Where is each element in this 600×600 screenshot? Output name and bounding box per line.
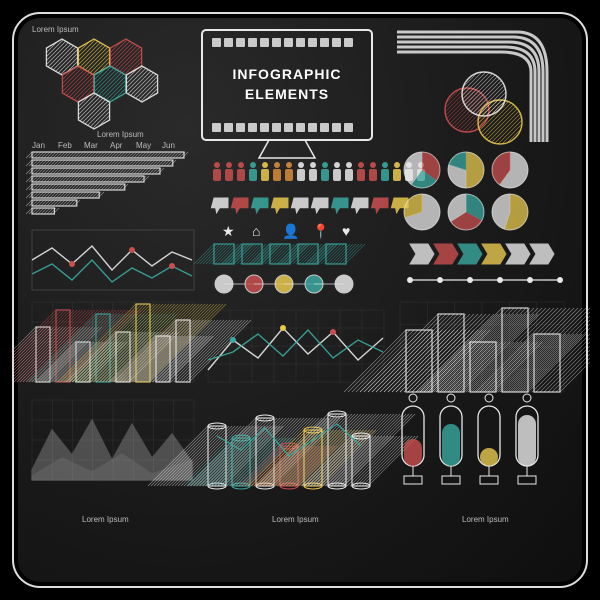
toolbar-icon (296, 123, 305, 132)
person-icon (357, 162, 365, 181)
title-line2: ELEMENTS (245, 86, 329, 102)
pin-icon: 📍 (312, 223, 329, 240)
line-series (208, 330, 383, 360)
toolbar-icon (308, 123, 317, 132)
toolbar-icon (272, 38, 281, 47)
line-series (32, 260, 192, 282)
toolbar-icon (332, 38, 341, 47)
pipe-line (397, 42, 539, 142)
svg-text:Feb: Feb (58, 141, 72, 150)
timeline-tick (437, 277, 443, 283)
title-line1: INFOGRAPHIC (233, 66, 342, 82)
person-icon (333, 162, 341, 181)
toolbar-icon (320, 123, 329, 132)
chevron (530, 244, 554, 264)
svg-text:Mar: Mar (84, 141, 98, 150)
person-icon (261, 162, 269, 181)
person-icon (321, 162, 329, 181)
timeline-tick (407, 277, 413, 283)
toolbar-icon (284, 38, 293, 47)
toolbar-icon (212, 123, 221, 132)
person-icon (273, 162, 281, 181)
chevron (434, 244, 458, 264)
person-icon: 👤 (282, 223, 299, 240)
person-icon (309, 162, 317, 181)
person-icon (213, 162, 221, 181)
speech-bubble-icon (331, 198, 348, 213)
footer-label: Lorem Ipsum (462, 515, 509, 524)
toolbar-icon (332, 123, 341, 132)
svg-text:Jan: Jan (32, 141, 45, 150)
svg-text:May: May (136, 141, 151, 150)
star-icon: ★ (222, 223, 235, 239)
toolbar-icon (236, 38, 245, 47)
pie-slice (466, 152, 484, 188)
chevron (506, 244, 530, 264)
toolbar-icon (344, 38, 353, 47)
chevron (410, 244, 434, 264)
person-icon (381, 162, 389, 181)
svg-text:Lorem Ipsum: Lorem Ipsum (97, 130, 144, 139)
person-icon (225, 162, 233, 181)
node (335, 275, 353, 293)
home-icon: ⌂ (252, 223, 260, 239)
timeline-tick (527, 277, 533, 283)
toolbar-icon (284, 123, 293, 132)
speech-bubble-icon (311, 198, 328, 213)
svg-text:Jun: Jun (162, 141, 175, 150)
marker (169, 263, 175, 269)
speech-bubble-icon (271, 198, 288, 213)
timeline-tick (467, 277, 473, 283)
toolbar-icon (344, 123, 353, 132)
toolbar-icon (308, 38, 317, 47)
speech-bubble-icon (291, 198, 308, 213)
person-icon (393, 162, 401, 181)
infographic-canvas: Lorem Ipsum Lorem Ipsum INFOGRAPHIC ELEMENT… (14, 14, 590, 590)
speech-bubble-icon (251, 198, 268, 213)
footer-label: Lorem Ipsum (82, 515, 129, 524)
person-icon (297, 162, 305, 181)
marker (129, 247, 135, 253)
hex-label: Lorem Ipsum (32, 25, 79, 34)
chevron (482, 244, 506, 264)
svg-text:Apr: Apr (110, 141, 123, 150)
footer-label: Lorem Ipsum (272, 515, 319, 524)
person-icon (369, 162, 377, 181)
toolbar-icon (272, 123, 281, 132)
person-icon (237, 162, 245, 181)
speech-bubble-icon (351, 198, 368, 213)
toolbar-icon (260, 123, 269, 132)
toolbar-icon (236, 123, 245, 132)
person-icon (345, 162, 353, 181)
toolbar-icon (248, 38, 257, 47)
chevron (458, 244, 482, 264)
toolbar-icon (224, 38, 233, 47)
toolbar-icon (296, 38, 305, 47)
person-icon (249, 162, 257, 181)
toolbar-icon (224, 123, 233, 132)
line-series (208, 328, 383, 370)
chalkboard: Lorem Ipsum Lorem Ipsum INFOGRAPHIC ELEMENT… (12, 12, 588, 588)
toolbar-icon (320, 38, 329, 47)
toolbar-icon (248, 123, 257, 132)
heart-icon: ♥ (342, 223, 350, 239)
marker (69, 261, 75, 267)
timeline-tick (497, 277, 503, 283)
speech-bubble-icon (371, 198, 388, 213)
toolbar-icon (260, 38, 269, 47)
speech-bubble-icon (231, 198, 248, 213)
toolbar-icon (212, 38, 221, 47)
speech-bubble-icon (211, 198, 228, 213)
person-icon (285, 162, 293, 181)
timeline-tick (557, 277, 563, 283)
